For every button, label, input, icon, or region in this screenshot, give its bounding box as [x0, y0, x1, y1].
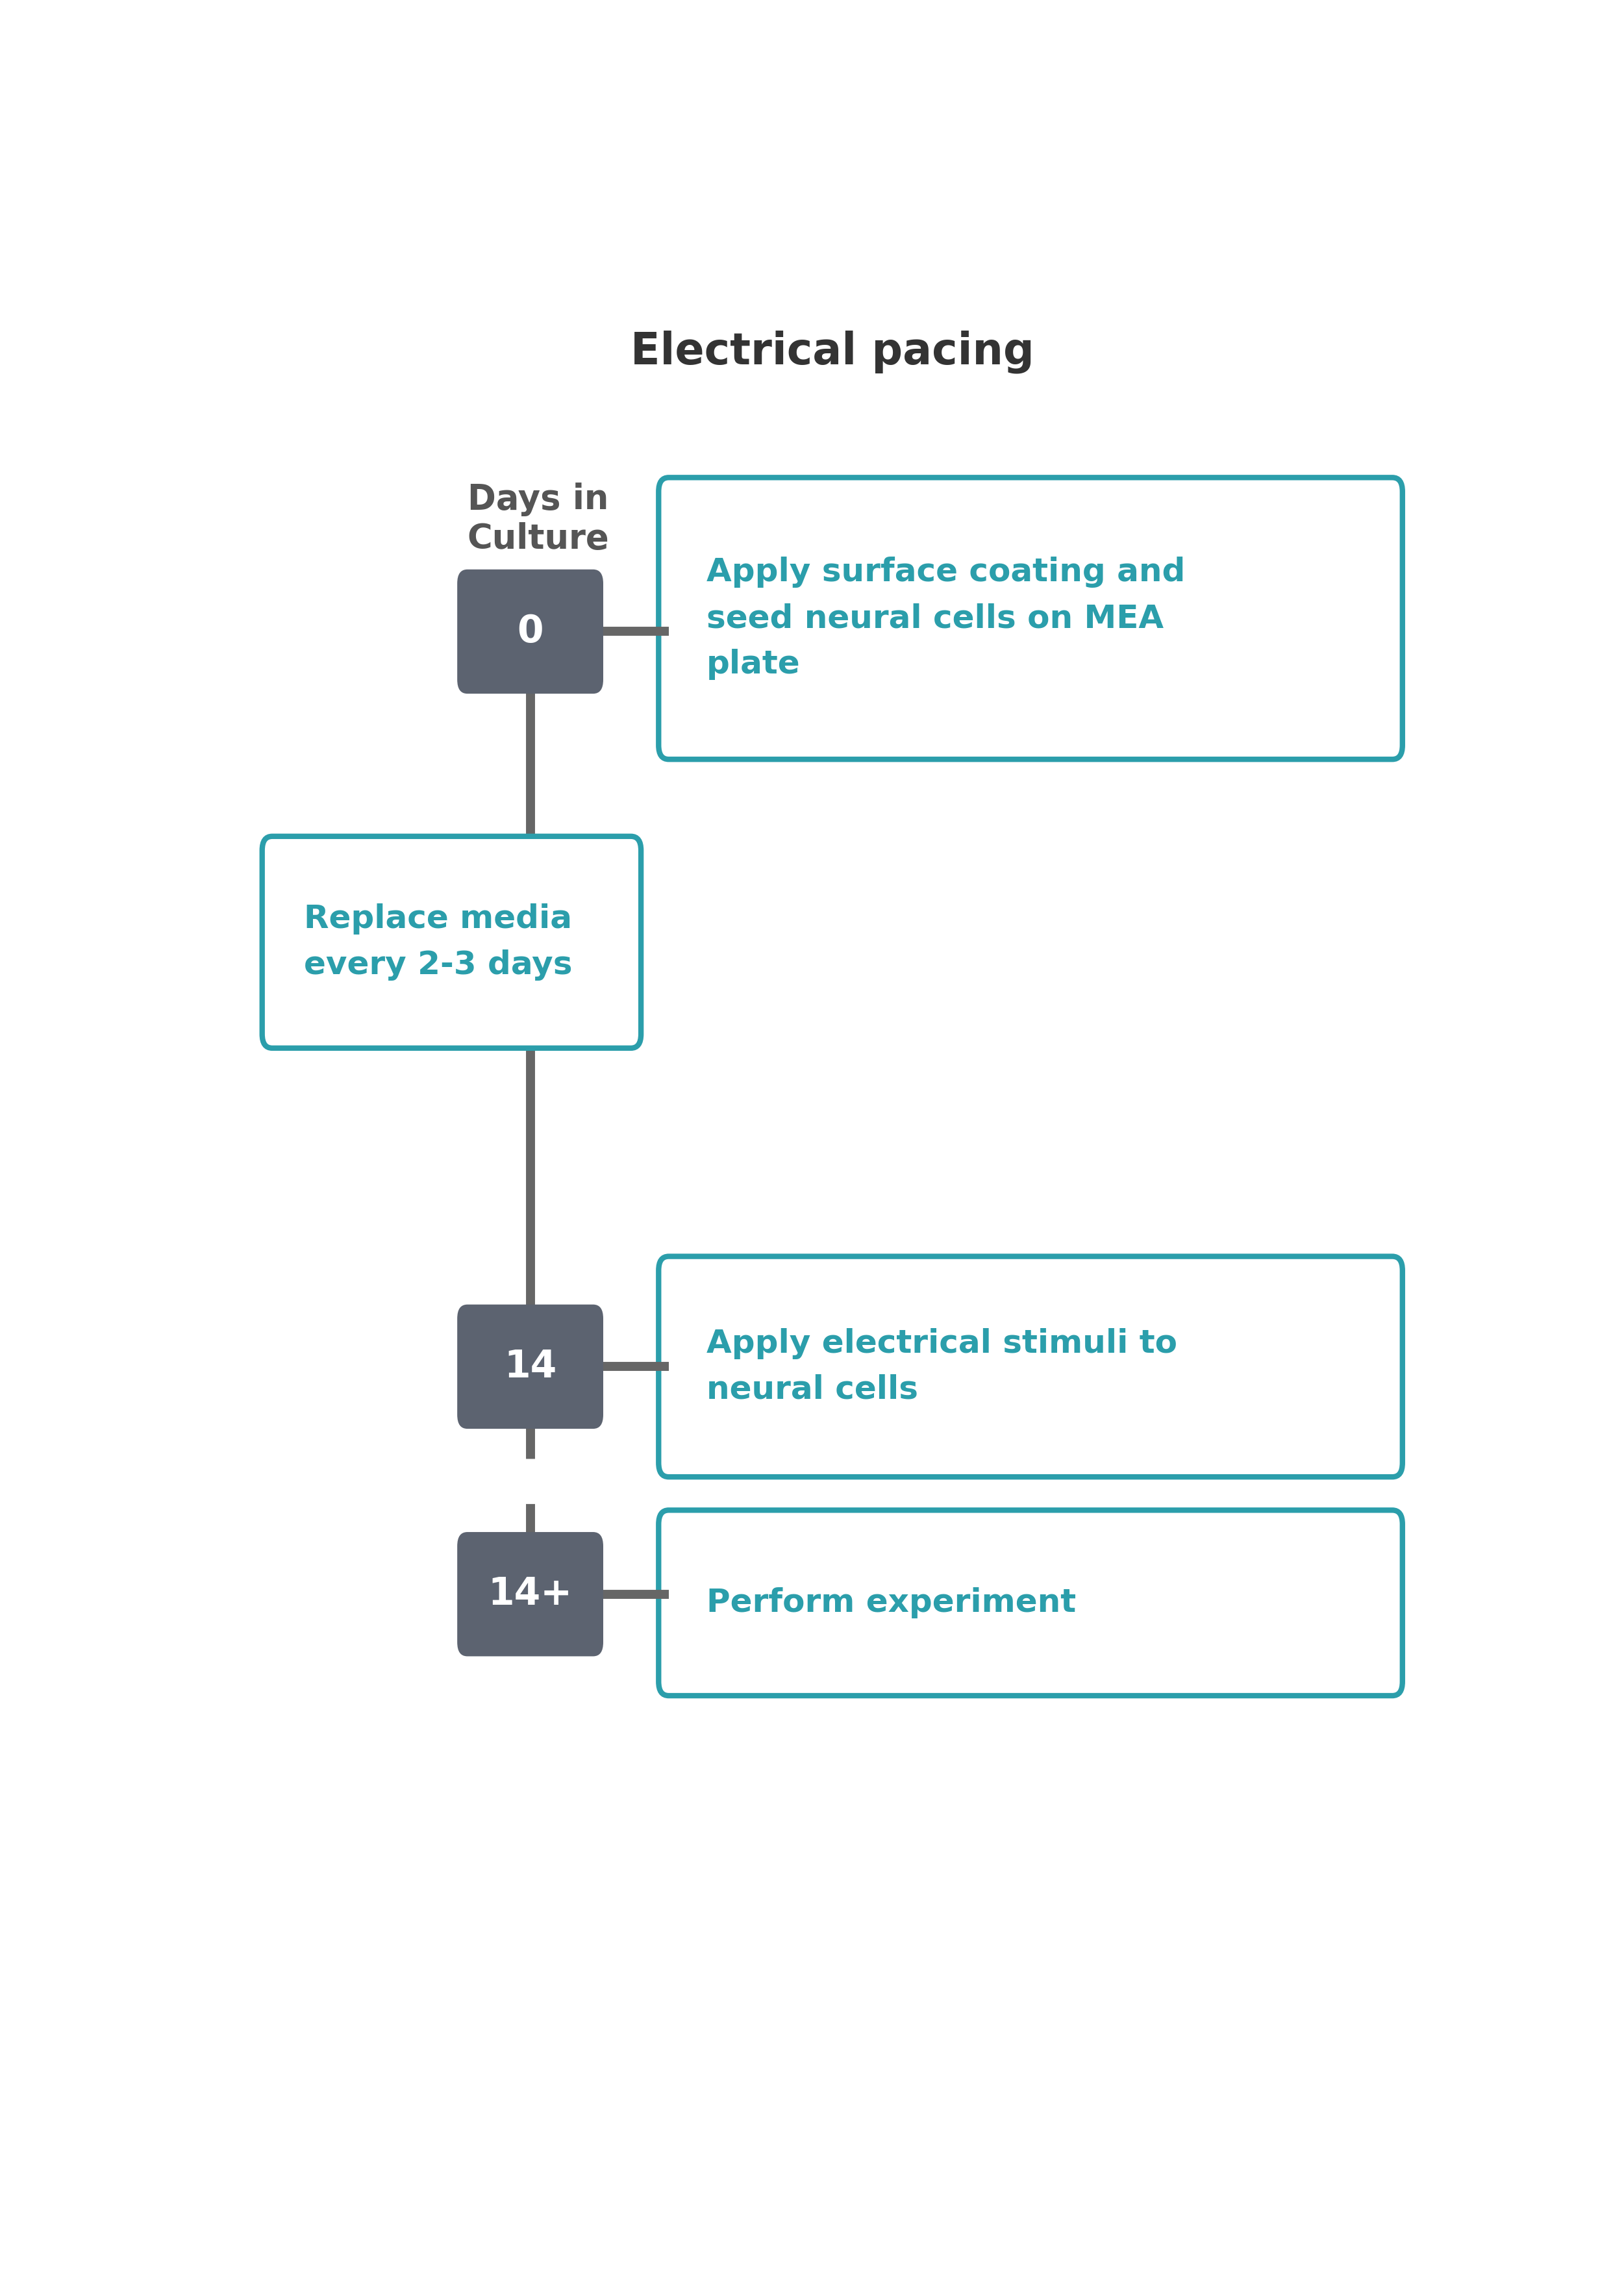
FancyBboxPatch shape — [659, 1257, 1403, 1477]
FancyBboxPatch shape — [261, 836, 641, 1048]
Text: Apply surface coating and
seed neural cells on MEA
plate: Apply surface coating and seed neural ce… — [706, 557, 1186, 680]
Text: 14+: 14+ — [489, 1575, 572, 1612]
FancyBboxPatch shape — [659, 477, 1403, 759]
Text: Apply electrical stimuli to
neural cells: Apply electrical stimuli to neural cells — [706, 1327, 1177, 1405]
Text: Perform experiment: Perform experiment — [706, 1587, 1077, 1618]
FancyBboxPatch shape — [458, 1532, 603, 1657]
FancyBboxPatch shape — [458, 1305, 603, 1430]
Text: Electrical pacing: Electrical pacing — [630, 330, 1034, 373]
Text: 14: 14 — [503, 1348, 557, 1384]
Text: Replace media
every 2-3 days: Replace media every 2-3 days — [304, 905, 572, 980]
FancyBboxPatch shape — [458, 571, 603, 693]
Text: Days in
Culture: Days in Culture — [468, 482, 609, 555]
FancyBboxPatch shape — [659, 1509, 1403, 1696]
Text: 0: 0 — [516, 614, 544, 650]
